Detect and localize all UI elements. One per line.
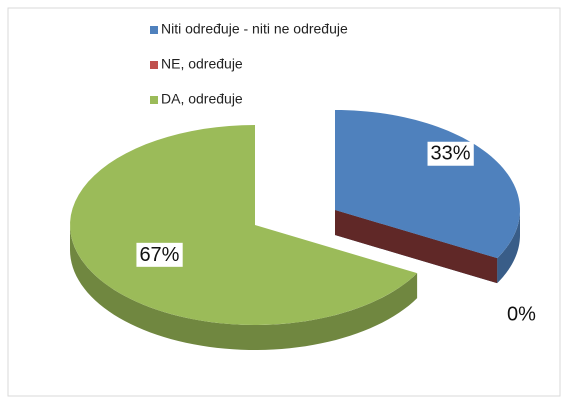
data-label: 33% bbox=[431, 143, 471, 165]
data-label-box bbox=[136, 242, 183, 267]
data-label: 67% bbox=[139, 244, 179, 266]
legend-label: Niti određuje - niti ne određuje bbox=[161, 21, 348, 37]
legend-swatch bbox=[150, 26, 158, 34]
slice-top bbox=[70, 125, 418, 325]
slice-wall bbox=[335, 210, 498, 284]
slice-side bbox=[70, 225, 418, 350]
legend-swatch bbox=[150, 96, 158, 104]
legend-label: NE, određuje bbox=[161, 56, 243, 72]
legend-swatch bbox=[150, 61, 158, 69]
data-label-box bbox=[427, 141, 474, 166]
legend-label: DA, određuje bbox=[161, 91, 243, 107]
data-label: 0% bbox=[507, 304, 536, 326]
slice-side bbox=[497, 210, 520, 284]
